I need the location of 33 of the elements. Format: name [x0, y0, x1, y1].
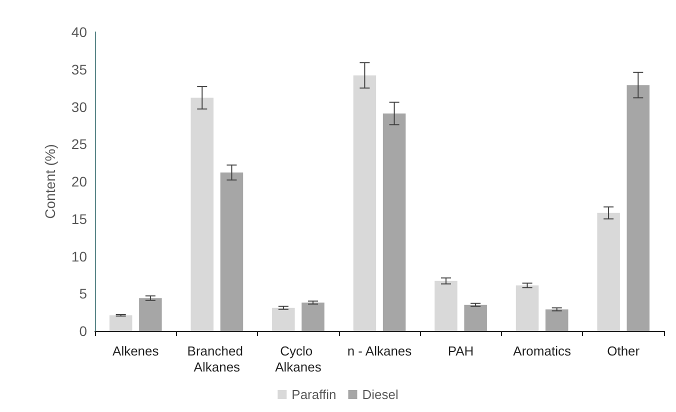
bar: [626, 85, 650, 331]
bar: [190, 98, 214, 331]
y-tick-label: 15: [71, 210, 88, 227]
y-tick-label: 5: [79, 286, 88, 302]
y-tick-label: 0: [79, 323, 88, 339]
bar: [597, 212, 620, 331]
y-tick-label: 40: [71, 24, 88, 40]
x-tick-label: Aromatics: [513, 344, 572, 358]
y-tick-label: 25: [71, 136, 88, 152]
bar: [382, 113, 406, 331]
bar: [302, 302, 324, 331]
legend-label: Diesel: [362, 387, 398, 402]
x-tick-label: PAH: [448, 344, 474, 358]
x-tick-label: Cyclo Alkanes: [275, 344, 322, 374]
y-tick-label: 35: [71, 61, 88, 78]
y-tick-label: 30: [71, 98, 88, 115]
x-tick-label: Alkenes: [112, 344, 160, 358]
bar: [545, 309, 568, 331]
bar: [220, 172, 244, 331]
bar: [272, 308, 295, 331]
bar: [464, 304, 487, 331]
y-tick-label: 10: [71, 248, 88, 264]
legend-label: Paraffin: [292, 387, 336, 402]
x-tick-label: n - Alkanes: [347, 344, 412, 358]
x-tick-label: Other: [607, 344, 640, 358]
bar: [109, 315, 132, 331]
bar: [139, 298, 162, 331]
bar: [434, 280, 458, 331]
bar: [516, 285, 539, 331]
y-axis-title: Content (%): [42, 144, 58, 219]
bar: [353, 75, 376, 331]
y-tick-label: 20: [71, 174, 88, 190]
x-tick-label: Branched Alkanes: [187, 344, 247, 374]
